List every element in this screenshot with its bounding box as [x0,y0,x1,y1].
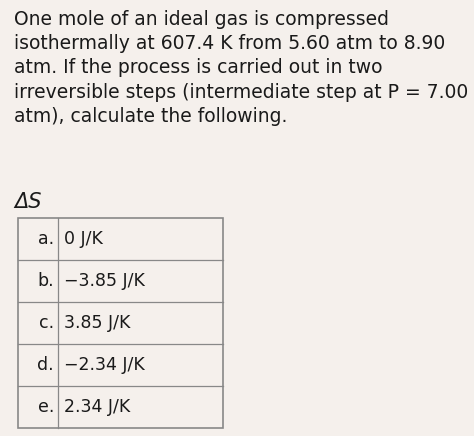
Text: d.: d. [37,356,54,374]
Text: −2.34 J/K: −2.34 J/K [64,356,145,374]
Bar [18,218,223,428]
Text: c.: c. [39,314,54,332]
Text: One mole of an ideal gas is compressed
isothermally at 607.4 K from 5.60 atm to : One mole of an ideal gas is compressed i… [14,10,468,126]
Text: 0 J/K: 0 J/K [64,230,103,248]
Text: ΔS: ΔS [14,192,42,212]
Text: b.: b. [37,272,54,290]
Text: −3.85 J/K: −3.85 J/K [64,272,145,290]
Text: e.: e. [37,398,54,416]
Text: a.: a. [38,230,54,248]
Text: 3.85 J/K: 3.85 J/K [64,314,130,332]
Text: 2.34 J/K: 2.34 J/K [64,398,130,416]
